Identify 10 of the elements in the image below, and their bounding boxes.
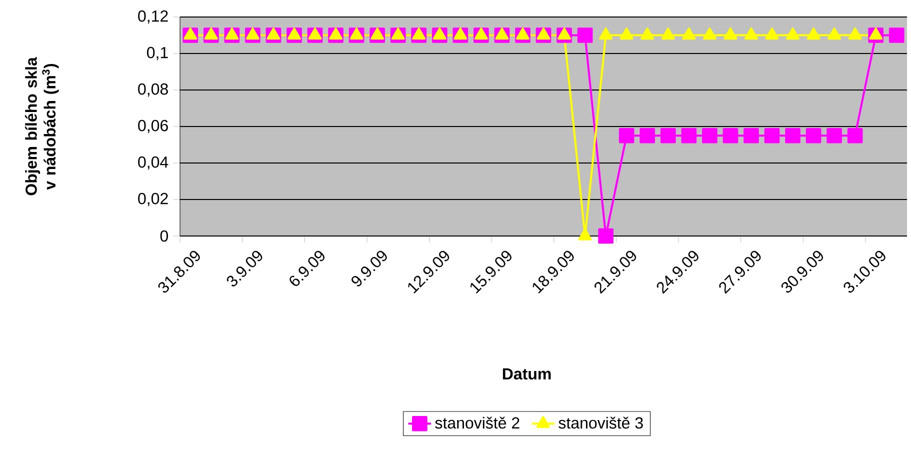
- y-tick-label: 0: [160, 230, 168, 242]
- y-tick-label: 0,08: [138, 83, 168, 97]
- y-tick-label: 0,02: [138, 192, 168, 206]
- y-tick-label: 0,1: [147, 46, 168, 60]
- x-axis-title: Datum: [502, 368, 551, 380]
- y-tick-label: 0,04: [138, 156, 168, 170]
- legend-label: stanoviště 3: [558, 416, 643, 429]
- y-tick-label: 0,06: [138, 120, 168, 134]
- legend-label: stanoviště 2: [435, 416, 520, 429]
- y-tick-label: 0,12: [138, 10, 168, 24]
